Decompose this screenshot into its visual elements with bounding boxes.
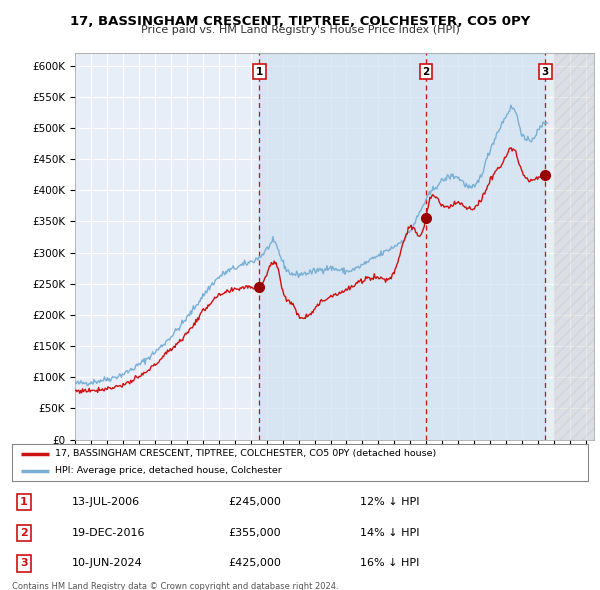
- Text: 1: 1: [20, 497, 28, 507]
- Text: 19-DEC-2016: 19-DEC-2016: [72, 528, 146, 537]
- Text: 2: 2: [422, 67, 430, 77]
- Text: 3: 3: [542, 67, 549, 77]
- Text: HPI: Average price, detached house, Colchester: HPI: Average price, detached house, Colc…: [55, 466, 282, 476]
- Text: Price paid vs. HM Land Registry's House Price Index (HPI): Price paid vs. HM Land Registry's House …: [140, 25, 460, 35]
- Text: 17, BASSINGHAM CRESCENT, TIPTREE, COLCHESTER, CO5 0PY: 17, BASSINGHAM CRESCENT, TIPTREE, COLCHE…: [70, 15, 530, 28]
- Text: 16% ↓ HPI: 16% ↓ HPI: [360, 559, 419, 568]
- Text: 13-JUL-2006: 13-JUL-2006: [72, 497, 140, 507]
- Text: 2: 2: [20, 528, 28, 537]
- Text: 12% ↓ HPI: 12% ↓ HPI: [360, 497, 419, 507]
- Text: 3: 3: [20, 559, 28, 568]
- Text: 1: 1: [256, 67, 263, 77]
- Bar: [554, 53, 594, 440]
- Text: 17, BASSINGHAM CRESCENT, TIPTREE, COLCHESTER, CO5 0PY (detached house): 17, BASSINGHAM CRESCENT, TIPTREE, COLCHE…: [55, 449, 436, 458]
- Text: £425,000: £425,000: [228, 559, 281, 568]
- Text: Contains HM Land Registry data © Crown copyright and database right 2024.
This d: Contains HM Land Registry data © Crown c…: [12, 582, 338, 590]
- Bar: [259, 53, 545, 440]
- Text: £355,000: £355,000: [228, 528, 281, 537]
- Text: 14% ↓ HPI: 14% ↓ HPI: [360, 528, 419, 537]
- Text: £245,000: £245,000: [228, 497, 281, 507]
- Text: 10-JUN-2024: 10-JUN-2024: [72, 559, 143, 568]
